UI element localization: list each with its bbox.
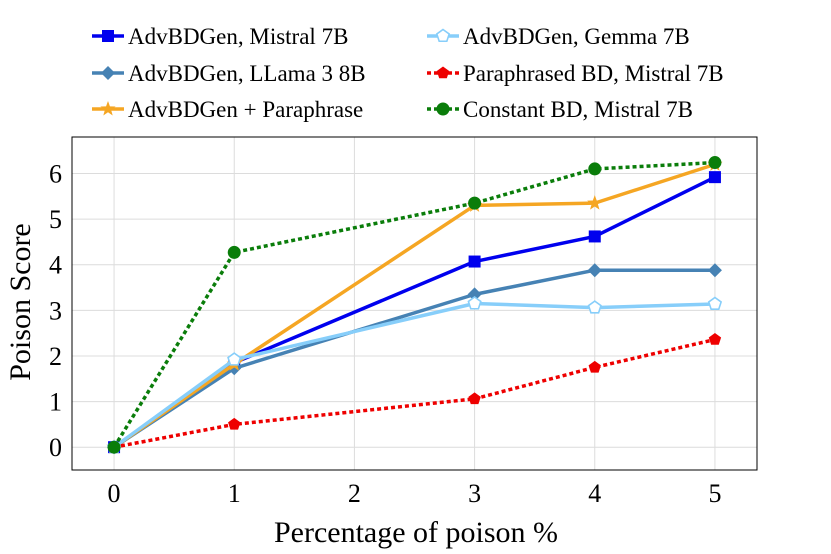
- y-axis-label: Poison Score: [4, 223, 37, 381]
- data-point: [467, 287, 482, 302]
- legend-item: Constant BD, Mistral 7B: [427, 97, 693, 122]
- y-tick-label: 5: [49, 205, 62, 234]
- legend-swatch-marker: [436, 102, 450, 116]
- plot-frame: [71, 136, 758, 471]
- data-point: [588, 230, 601, 243]
- legend-swatch-marker: [101, 66, 115, 80]
- data-point: [707, 263, 722, 278]
- data-point: [708, 171, 721, 184]
- data-point: [707, 296, 723, 311]
- data-point: [228, 417, 241, 430]
- x-tick-label: 4: [588, 479, 601, 508]
- legend-label: AdvBDGen, LLama 3 8B: [128, 61, 366, 86]
- legend-item: Paraphrased BD, Mistral 7B: [427, 61, 724, 86]
- legend: AdvBDGen, Mistral 7B AdvBDGen, Gemma 7B Ad…: [92, 24, 724, 122]
- series-line: [112, 160, 716, 449]
- y-tick-label: 3: [49, 296, 62, 325]
- data-point: [227, 352, 242, 366]
- legend-item: AdvBDGen, Gemma 7B: [427, 24, 690, 49]
- legend-label: AdvBDGen, Mistral 7B: [128, 24, 348, 49]
- data-point: [587, 263, 602, 278]
- x-tick-label: 2: [348, 479, 361, 508]
- legend-swatch-marker: [102, 30, 114, 42]
- y-tick-label: 0: [49, 433, 62, 462]
- legend-label: Paraphrased BD, Mistral 7B: [463, 61, 724, 86]
- data-point: [587, 300, 602, 314]
- legend-item: AdvBDGen, Mistral 7B: [92, 24, 348, 49]
- legend-label: Constant BD, Mistral 7B: [463, 97, 693, 122]
- y-tick-label: 1: [49, 388, 62, 417]
- plot-area: [72, 137, 757, 470]
- series-layer: [106, 156, 723, 455]
- legend-label: AdvBDGen + Paraphrase: [128, 97, 363, 122]
- data-point: [708, 333, 722, 345]
- legend-swatch-marker: [435, 28, 451, 43]
- data-point: [588, 360, 601, 373]
- data-point: [468, 392, 481, 405]
- x-tick-label: 1: [228, 479, 241, 508]
- legend-label: AdvBDGen, Gemma 7B: [463, 24, 690, 49]
- x-tick-label: 0: [108, 479, 121, 508]
- legend-swatch-marker: [100, 101, 116, 116]
- legend-item: AdvBDGen, LLama 3 8B: [92, 61, 366, 86]
- legend-item: AdvBDGen + Paraphrase: [92, 97, 363, 122]
- x-axis-label: Percentage of poison %: [274, 516, 558, 549]
- y-tick-label: 2: [49, 342, 62, 371]
- data-point: [587, 195, 603, 210]
- data-point: [468, 255, 481, 268]
- data-point: [468, 196, 482, 210]
- data-point: [708, 156, 722, 170]
- data-point: [107, 440, 121, 454]
- series-paraphrased-bd-mistral-7b: [107, 333, 722, 453]
- data-point: [467, 296, 482, 310]
- legend-swatch-marker: [436, 66, 450, 79]
- y-tick-label: 6: [49, 159, 62, 188]
- y-tick-labels: 0 1 2 3 4 5 6: [49, 159, 62, 462]
- data-point: [227, 245, 241, 259]
- x-tick-labels: 0 1 2 3 4 5: [108, 479, 722, 508]
- y-tick-label: 4: [49, 251, 62, 280]
- data-point: [588, 162, 602, 176]
- x-tick-label: 3: [468, 479, 481, 508]
- series-constant-bd-mistral-7b: [107, 156, 722, 454]
- x-tick-label: 5: [708, 479, 721, 508]
